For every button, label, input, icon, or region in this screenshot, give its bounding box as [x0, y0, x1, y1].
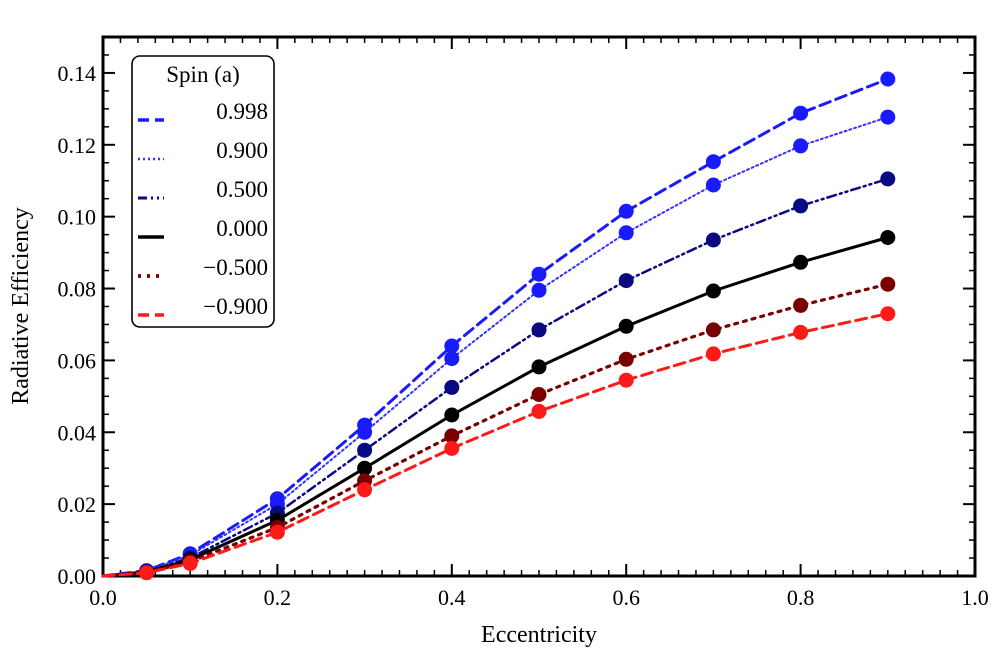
x-tick-label: 0.6	[612, 585, 640, 610]
data-point	[705, 232, 721, 248]
data-point	[793, 105, 809, 121]
series-0	[101, 71, 896, 579]
legend-entries: 0.998 0.900 0.500 0.000 −0.500 −0.900	[138, 99, 268, 319]
data-point	[618, 273, 634, 289]
series-line	[102, 116, 889, 577]
data-point	[531, 359, 547, 375]
y-tick-label: 0.10	[58, 205, 97, 230]
x-tick-label: 0.4	[438, 585, 466, 610]
data-point	[793, 324, 809, 340]
data-point	[531, 282, 547, 298]
data-point	[357, 424, 373, 440]
series-layer	[101, 71, 896, 581]
data-point	[880, 171, 896, 187]
data-point	[444, 440, 460, 456]
x-axis-label: Eccentricity	[481, 622, 597, 648]
legend-label: 0.500	[216, 177, 268, 202]
data-point	[705, 283, 721, 299]
legend-label: 0.900	[216, 138, 268, 163]
data-point	[139, 565, 155, 581]
data-point	[793, 198, 809, 214]
data-point	[531, 403, 547, 419]
y-tick-label: 0.06	[58, 348, 97, 373]
data-point	[793, 297, 809, 313]
data-point	[793, 254, 809, 270]
y-tick-label: 0.02	[58, 492, 97, 517]
data-point	[880, 71, 896, 87]
data-point	[618, 351, 634, 367]
x-tick-label: 1.0	[961, 585, 989, 610]
y-tick-label: 0.14	[58, 61, 97, 86]
data-point	[618, 318, 634, 334]
tick-labels: 0.0 0.2 0.4 0.6 0.8 1.0 0.00 0.02 0.04 0.06 0.08 0.…	[58, 61, 989, 610]
data-point	[880, 306, 896, 322]
legend-label: −0.500	[203, 255, 268, 280]
data-point	[531, 322, 547, 338]
data-point	[444, 351, 460, 367]
data-point	[705, 177, 721, 193]
data-point	[444, 379, 460, 395]
data-point	[880, 109, 896, 125]
data-point	[531, 387, 547, 402]
data-point	[444, 338, 460, 354]
data-point	[880, 230, 896, 245]
legend-label: −0.900	[203, 294, 268, 319]
data-point	[880, 276, 896, 292]
data-point	[444, 407, 460, 423]
legend: Spin (a) 0.998 0.900 0.500 0.000 −0.500 −0.90…	[131, 55, 275, 328]
series-5	[101, 306, 896, 581]
legend-label: 0.998	[216, 99, 268, 124]
y-axis-label: Radiative Efficiency	[8, 207, 34, 404]
data-point	[618, 225, 634, 241]
data-point	[705, 154, 721, 170]
data-point	[705, 322, 721, 338]
data-point	[269, 524, 285, 540]
x-tick-label: 0.8	[787, 585, 815, 610]
data-point	[618, 203, 634, 219]
data-point	[618, 372, 634, 388]
data-point	[531, 266, 547, 282]
x-tick-label: 0.2	[264, 585, 292, 610]
data-point	[793, 138, 809, 154]
y-tick-label: 0.00	[58, 564, 97, 589]
legend-box	[131, 55, 275, 328]
legend-title: Spin (a)	[166, 62, 239, 87]
data-point	[182, 555, 198, 571]
data-point	[705, 346, 721, 362]
data-point	[444, 428, 460, 444]
data-point	[357, 460, 373, 476]
y-tick-label: 0.04	[58, 420, 97, 445]
x-tick-label: 0.0	[89, 585, 117, 610]
axis-ticks	[102, 37, 976, 577]
data-point	[357, 482, 373, 498]
legend-label: 0.000	[216, 216, 268, 241]
series-line	[101, 282, 890, 578]
data-point	[357, 442, 373, 458]
y-tick-label: 0.08	[58, 277, 97, 302]
y-tick-label: 0.12	[58, 133, 97, 158]
